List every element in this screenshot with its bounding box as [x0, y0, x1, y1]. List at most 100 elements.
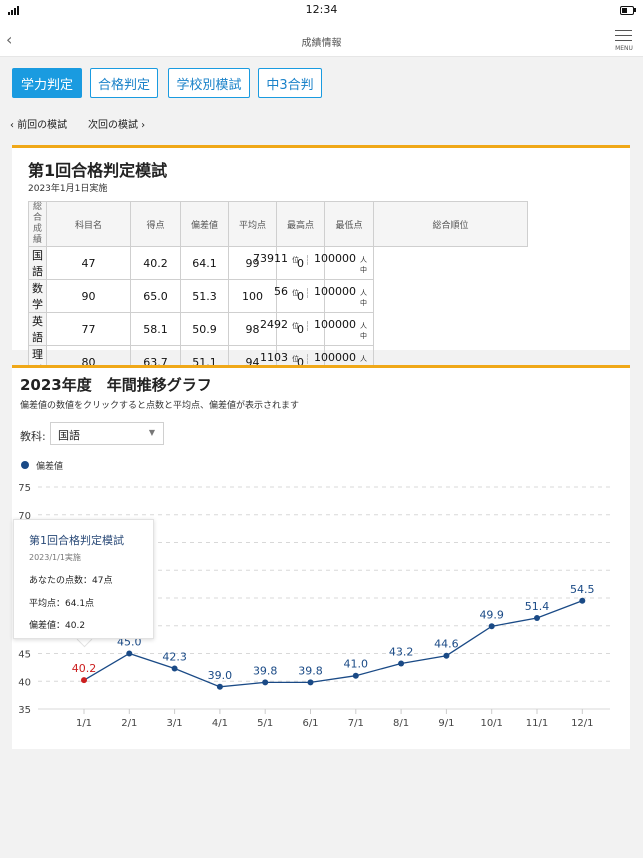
x-tick-label: 10/1 [480, 718, 502, 729]
cell-deviation: 65.0 [130, 279, 181, 313]
data-point [579, 597, 586, 604]
tooltip-score: あなたの点数：47点 [29, 576, 113, 586]
graph-title: 2023年度 年間推移グラフ [20, 376, 212, 394]
cell-average: 51.3 [180, 279, 229, 313]
x-tick-label: 2/1 [121, 718, 137, 729]
cell-max: 99 [228, 246, 277, 280]
legend-marker [21, 461, 29, 469]
x-tick-label: 8/1 [393, 718, 409, 729]
data-point [443, 652, 450, 659]
cell-score: 90 [46, 279, 131, 313]
header-max: 最高点 [276, 201, 325, 247]
tooltip-date: 2023/1/1実施 [29, 553, 81, 562]
tab-chu3[interactable]: 中3合判 [258, 68, 322, 98]
tooltip-title: 第1回合格判定模試 [29, 534, 124, 547]
x-tick-label: 4/1 [212, 718, 228, 729]
table-row: 国語 47 40.2 64.1 99 0 73911 位 100000 人中 [28, 246, 528, 280]
data-label: 43.2 [389, 645, 414, 658]
rank-unit: 位 [292, 320, 308, 331]
hamburger-bar [615, 35, 632, 36]
nav-bar [0, 20, 643, 57]
subject-label: 教科: [20, 430, 46, 443]
menu-label: MENU [615, 45, 633, 52]
rank-unit: 位 [292, 254, 308, 265]
data-point [216, 683, 223, 690]
subject-select[interactable]: 国語 ▼ [50, 422, 164, 445]
cell-score: 47 [46, 246, 131, 280]
subject-select-value: 国語 [58, 429, 80, 442]
y-tick-label: 45 [18, 650, 31, 661]
cell-max: 100 [228, 279, 277, 313]
exam-title: 第1回合格判定模試 [28, 161, 168, 180]
data-point [488, 623, 495, 630]
table-row: 英語 77 58.1 50.9 98 0 2492 位 100000 人中 [28, 312, 528, 346]
data-label: 39.0 [208, 669, 233, 682]
data-label: 42.3 [162, 650, 187, 663]
hamburger-icon [615, 30, 632, 31]
cell-average: 64.1 [180, 246, 229, 280]
battery-icon [620, 6, 634, 15]
tab-school-exam[interactable]: 学校別模試 [168, 68, 250, 98]
rank-value: 73911 [253, 251, 288, 265]
y-tick-label: 40 [18, 677, 31, 688]
data-label: 41.0 [344, 658, 369, 671]
cell-rank: 2492 位 100000 人中 [260, 312, 374, 346]
chevron-down-icon: ▼ [148, 428, 155, 437]
prev-exam-link[interactable]: ‹ 前回の模試 [10, 120, 68, 131]
data-point [534, 614, 540, 621]
data-point [307, 679, 314, 686]
x-tick-label: 3/1 [167, 718, 183, 729]
cell-deviation: 40.2 [130, 246, 181, 280]
total-value: 100000 [314, 317, 356, 331]
cell-subject: 英語 [28, 312, 47, 346]
y-tick-label: 70 [18, 511, 31, 522]
table-header-row: 総合成績 科目名 得点 偏差値 平均点 最高点 最低点 総合順位 [28, 201, 528, 247]
x-tick-label: 7/1 [348, 718, 364, 729]
rank-unit: 位 [292, 353, 308, 364]
data-label: 40.2 [72, 662, 97, 675]
y-tick-label: 75 [18, 483, 31, 494]
data-label: 49.9 [479, 608, 504, 621]
total-value: 100000 [314, 284, 356, 298]
score-tooltip: 第1回合格判定模試 2023/1/1実施 あなたの点数：47点 平均点：64.1… [13, 519, 154, 639]
side-label: 総合成績 [28, 201, 47, 247]
table-row: 数学 90 65.0 51.3 100 0 56 位 100000 人中 [28, 279, 528, 313]
prev-exam-label: 前回の模試 [17, 120, 68, 131]
header-min: 最低点 [324, 201, 374, 247]
status-time: 12:34 [305, 3, 338, 16]
cell-rank: 56 位 100000 人中 [274, 279, 374, 313]
status-bar [0, 0, 643, 20]
data-label: 39.8 [253, 664, 278, 677]
cell-rank: 73911 位 100000 人中 [253, 246, 374, 280]
data-label: 44.6 [434, 638, 459, 651]
tab-goukaku[interactable]: 合格判定 [90, 68, 158, 98]
next-exam-label: 次回の模試 [88, 120, 138, 131]
hamburger-bar [615, 40, 632, 41]
back-icon[interactable]: ‹ [6, 30, 13, 49]
header-score: 得点 [130, 201, 181, 247]
next-exam-link[interactable]: 次回の模試 › [88, 120, 146, 131]
tooltip-deviation: 偏差値：40.2 [29, 621, 86, 631]
score-table: 総合成績 科目名 得点 偏差値 平均点 最高点 最低点 総合順位 国語 47 40.… [28, 201, 528, 412]
cell-average: 50.9 [180, 312, 229, 346]
data-point [398, 660, 405, 667]
data-point [171, 665, 178, 672]
tab-gakuryoku[interactable]: 学力判定 [12, 68, 82, 98]
total-value: 100000 [314, 350, 356, 364]
legend-label: 偏差値 [36, 462, 64, 472]
battery-tip [634, 8, 636, 12]
cell-subject: 国語 [28, 246, 47, 280]
data-label: 39.8 [298, 664, 323, 677]
header-average: 平均点 [228, 201, 277, 247]
tooltip-average: 平均点：64.1点 [29, 599, 95, 609]
total-value: 100000 [314, 251, 356, 265]
signal-icon [8, 6, 22, 15]
series-line [83, 600, 583, 688]
data-label: 54.5 [570, 583, 595, 596]
rank-value: 2492 [260, 317, 288, 331]
data-point [352, 672, 359, 679]
x-tick-label: 6/1 [302, 718, 318, 729]
data-point [126, 650, 133, 657]
menu-button[interactable]: MENU [612, 28, 636, 54]
x-tick-label: 9/1 [438, 718, 454, 729]
